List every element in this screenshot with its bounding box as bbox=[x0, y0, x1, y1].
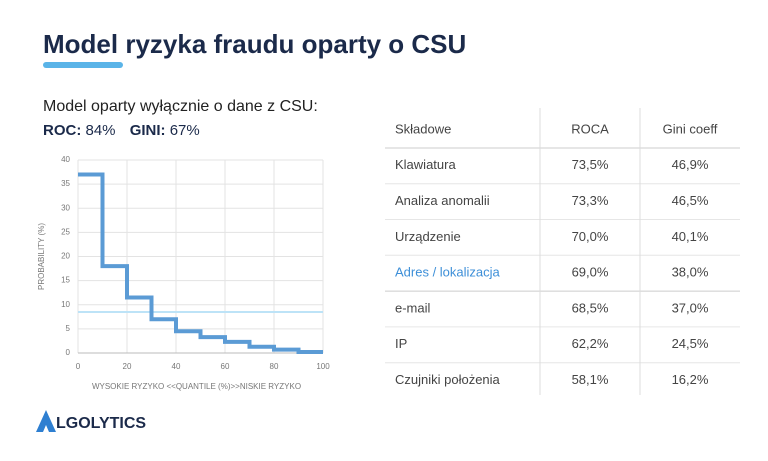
table-header: ROCA bbox=[571, 121, 609, 136]
table-header: Składowe bbox=[395, 121, 451, 136]
y-tick-label: 30 bbox=[61, 203, 70, 212]
table-cell: 73,5% bbox=[572, 157, 609, 172]
table-cell: Czujniki położenia bbox=[395, 372, 501, 387]
table-cell: Adres / lokalizacja bbox=[395, 265, 501, 280]
x-tick-label: 0 bbox=[76, 362, 81, 371]
table-cell: IP bbox=[395, 336, 407, 351]
step-line bbox=[78, 172, 323, 355]
metric-value: 84% bbox=[86, 122, 116, 139]
metrics: ROC: 84% GINI: 67% bbox=[43, 122, 200, 139]
table-cell: 69,0% bbox=[572, 265, 609, 280]
table-cell: 62,2% bbox=[572, 336, 609, 351]
table-cell: e-mail bbox=[395, 300, 431, 315]
y-tick-label: 5 bbox=[66, 324, 71, 333]
table-cell: Klawiatura bbox=[395, 157, 456, 172]
table-cell: 16,2% bbox=[672, 372, 709, 387]
x-axis-label: WYSOKIE RYZYKO <<QUANTILE (%)>>NISKIE RY… bbox=[92, 382, 301, 391]
y-axis-label: PROBABILITY (%) bbox=[37, 223, 46, 290]
x-tick-label: 100 bbox=[316, 362, 330, 371]
table-cell: 46,9% bbox=[672, 157, 709, 172]
logo: LGOLYTICS bbox=[36, 410, 146, 432]
x-tick-label: 60 bbox=[221, 362, 230, 371]
y-tick-label: 0 bbox=[66, 348, 71, 357]
table-cell: 24,5% bbox=[672, 336, 709, 351]
y-tick-label: 25 bbox=[61, 227, 70, 236]
table-cell: 58,1% bbox=[572, 372, 609, 387]
table-header: Gini coeff bbox=[663, 121, 718, 136]
table-cell: 70,0% bbox=[572, 229, 609, 244]
title-underline bbox=[43, 62, 123, 68]
table-cell: 46,5% bbox=[672, 193, 709, 208]
y-tick-label: 35 bbox=[61, 179, 70, 188]
table-cell: 38,0% bbox=[672, 265, 709, 280]
y-tick-label: 40 bbox=[61, 155, 70, 164]
x-tick-label: 20 bbox=[123, 362, 132, 371]
slide-title: Model ryzyka fraudu oparty o CSU bbox=[43, 29, 466, 59]
x-tick-label: 40 bbox=[172, 362, 181, 371]
metric-label: ROC: bbox=[43, 122, 81, 139]
metric-value: 67% bbox=[170, 122, 200, 139]
table-cell: Analiza anomalii bbox=[395, 193, 490, 208]
table-cell: 37,0% bbox=[672, 300, 709, 315]
table-cell: 40,1% bbox=[672, 229, 709, 244]
table-cell: 73,3% bbox=[572, 193, 609, 208]
y-tick-label: 15 bbox=[61, 276, 70, 285]
table-cell: Urządzenie bbox=[395, 229, 461, 244]
logo-icon bbox=[36, 410, 56, 432]
y-tick-label: 10 bbox=[61, 300, 70, 309]
y-tick-label: 20 bbox=[61, 252, 70, 261]
metric-label: GINI: bbox=[130, 122, 166, 139]
subtitle: Model oparty wyłącznie o dane z CSU: bbox=[43, 98, 318, 115]
table-cell: 68,5% bbox=[572, 300, 609, 315]
logo-text: LGOLYTICS bbox=[56, 415, 146, 432]
x-tick-label: 80 bbox=[270, 362, 279, 371]
